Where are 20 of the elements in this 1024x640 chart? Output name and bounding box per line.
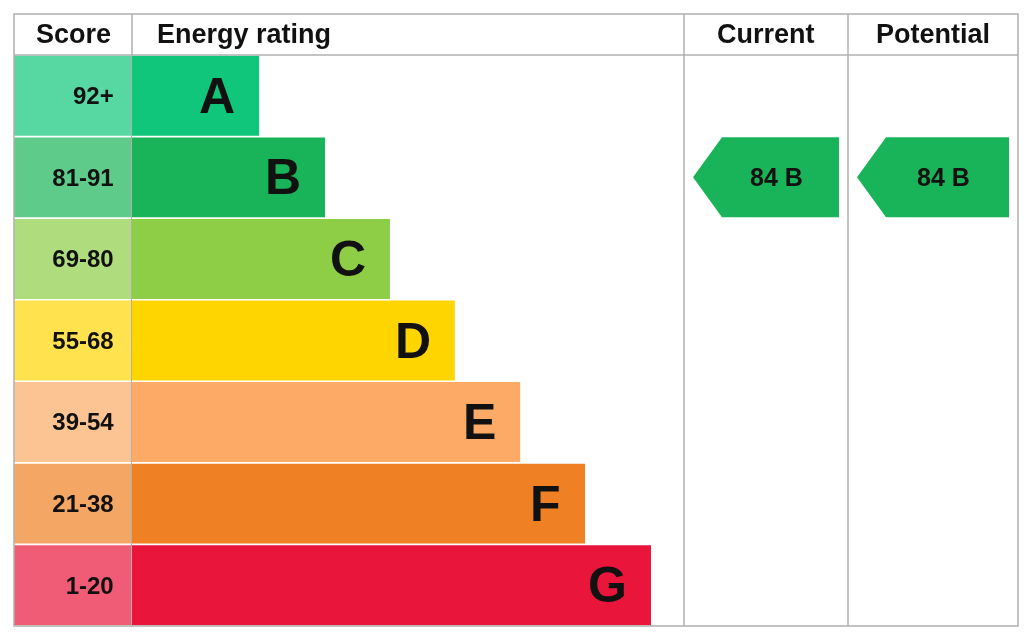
text: Potential <box>876 19 991 49</box>
annotation: E <box>463 394 497 450</box>
annotation: G <box>588 557 627 613</box>
y-tick-label: 39-54 <box>52 408 115 436</box>
text: 84 B <box>917 163 970 191</box>
annotation: F <box>530 476 561 532</box>
annotation: B <box>265 149 302 205</box>
y-tick-label: 21-38 <box>52 490 114 518</box>
x-axis-title: Energy rating <box>157 19 332 49</box>
y-tick-label: 81-91 <box>52 163 114 191</box>
y-tick-label: 69-80 <box>52 245 114 273</box>
annotation: D <box>395 313 432 369</box>
y-axis-title: Score <box>36 19 112 49</box>
annotation: C <box>330 231 367 287</box>
y-tick-label: 55-68 <box>52 326 114 354</box>
y-tick-label: 1-20 <box>65 571 114 599</box>
text: Current <box>717 19 815 49</box>
annotation: A <box>199 68 236 124</box>
y-tick-label: 92+ <box>72 82 114 110</box>
text: 84 B <box>750 163 803 191</box>
